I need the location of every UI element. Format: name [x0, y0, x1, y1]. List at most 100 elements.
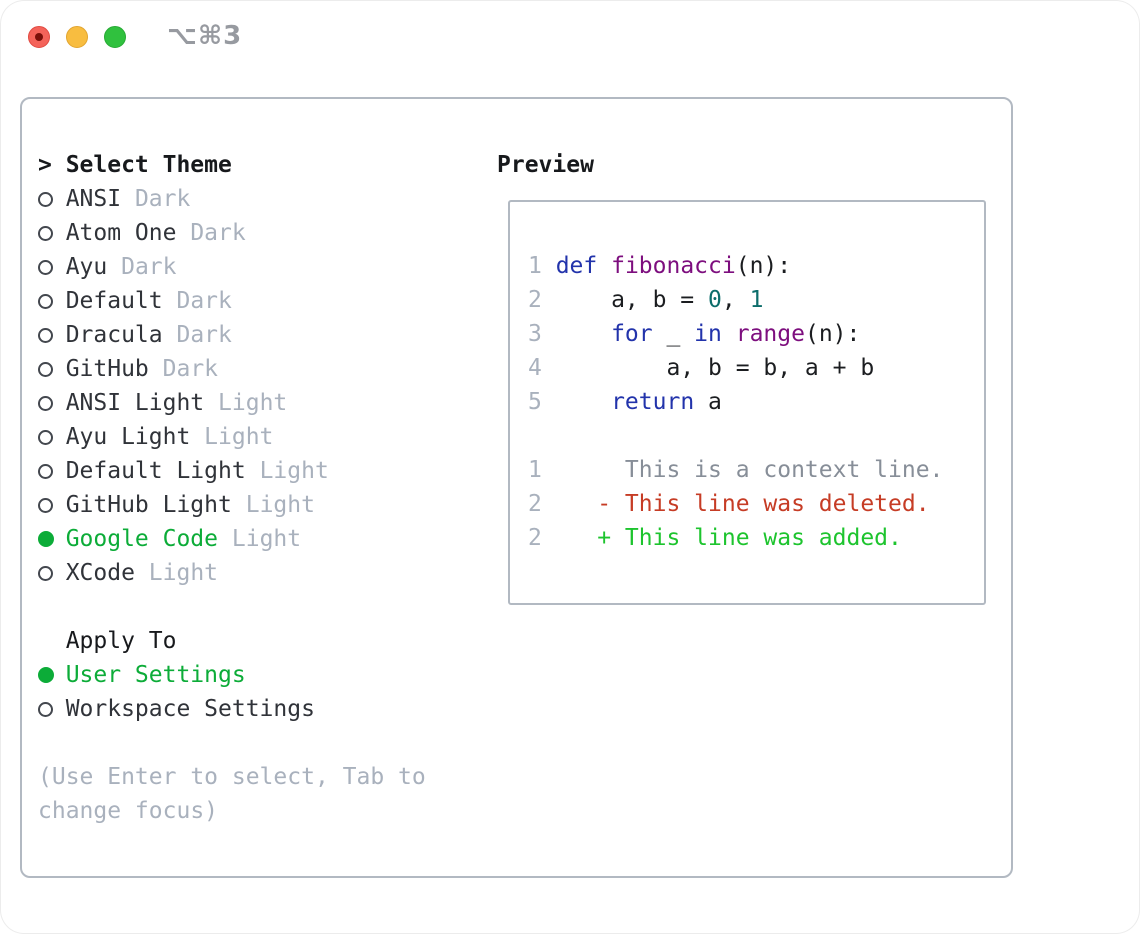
diff-text: This line was added.: [624, 525, 902, 551]
titlebar: ⌥⌘3: [0, 0, 1140, 78]
code-token: in: [694, 321, 722, 347]
radio-icon: [38, 328, 53, 343]
diff-marker: [597, 453, 625, 487]
theme-item-name: Ayu: [65, 254, 108, 280]
theme-item-ayu[interactable]: Ayu Dark: [38, 250, 480, 284]
theme-item-dracula[interactable]: Dracula Dark: [38, 318, 480, 352]
theme-item-variant: Light: [245, 492, 315, 518]
apply-option-name: Workspace Settings: [65, 696, 315, 722]
theme-item-name: Dracula: [65, 322, 163, 348]
apply-to-header: Apply To: [38, 624, 480, 658]
theme-item-github-light[interactable]: GitHub Light Light: [38, 488, 480, 522]
radio-icon: [38, 192, 53, 207]
spacer: [38, 726, 480, 760]
main-panel: > Select Theme ANSI Dark Atom One Dark Ayu …: [20, 97, 1013, 878]
line-number: 1: [528, 457, 542, 483]
code-token: [597, 253, 611, 279]
code-token: return: [611, 389, 695, 415]
spacer: [38, 590, 480, 624]
diff-text: This line was deleted.: [624, 491, 930, 517]
code-token: a, b = b, a + b: [555, 355, 875, 381]
select-theme-header: > Select Theme: [38, 148, 480, 182]
theme-item-default[interactable]: Default Dark: [38, 284, 480, 318]
close-button[interactable]: [28, 26, 50, 48]
radio-icon: [38, 294, 53, 309]
cursor-icon: >: [38, 152, 52, 178]
code-token: a: [694, 389, 722, 415]
theme-item-name: Atom One: [65, 220, 177, 246]
apply-to-list: User Settings Workspace Settings: [38, 658, 480, 726]
theme-item-variant: Dark: [176, 322, 232, 348]
code-token: fibonacci: [611, 253, 736, 279]
radio-icon: [38, 430, 53, 445]
code-line: 1 def fibonacci(n):: [528, 249, 984, 283]
code-token: (n):: [804, 321, 861, 347]
theme-item-name: ANSI: [65, 186, 122, 212]
theme-item-default-light[interactable]: Default Light Light: [38, 454, 480, 488]
apply-option-workspace-settings[interactable]: Workspace Settings: [38, 692, 480, 726]
radio-icon: [38, 566, 53, 581]
radio-icon: [38, 260, 53, 275]
radio-icon: [38, 226, 53, 241]
diff-marker: -: [597, 491, 625, 517]
code-token: _: [652, 321, 695, 347]
theme-item-variant: Dark: [190, 220, 246, 246]
line-number: 4: [528, 355, 542, 381]
window-title: ⌥⌘3: [167, 21, 243, 51]
radio-icon: [38, 702, 53, 717]
theme-item-atom-one[interactable]: Atom One Dark: [38, 216, 480, 250]
minimize-button[interactable]: [66, 26, 88, 48]
code-line: 2 a, b = 0, 1: [528, 283, 984, 317]
apply-to-label: Apply To: [65, 628, 177, 654]
code-line: 3 for _ in range(n):: [528, 317, 984, 351]
theme-item-variant: Light: [148, 560, 219, 586]
code-token: (n):: [735, 253, 792, 279]
code-token: ,: [721, 287, 750, 313]
diff-marker: +: [597, 525, 625, 551]
code-token: 0: [708, 287, 722, 313]
preview-title: Preview: [497, 152, 594, 178]
theme-item-ayu-light[interactable]: Ayu Light Light: [38, 420, 480, 454]
theme-item-name: ANSI Light: [65, 390, 205, 416]
theme-item-variant: Dark: [176, 288, 232, 314]
line-number: 5: [528, 389, 542, 415]
theme-item-name: GitHub: [65, 356, 149, 382]
diff-preview: 1 This is a context line. 2 - This line wa…: [528, 453, 984, 555]
theme-item-xcode[interactable]: XCode Light: [38, 556, 480, 590]
code-token: for: [611, 321, 653, 347]
code-token: a, b =: [555, 287, 709, 313]
selected-radio-icon: [38, 667, 54, 683]
code-line: 5 return a: [528, 385, 984, 419]
diff-line-context: 1 This is a context line.: [528, 453, 984, 487]
radio-icon: [38, 396, 53, 411]
theme-item-google-code[interactable]: Google Code Light: [38, 522, 480, 556]
theme-item-name: GitHub Light: [65, 492, 232, 518]
apply-option-user-settings[interactable]: User Settings: [38, 658, 480, 692]
theme-item-github[interactable]: GitHub Dark: [38, 352, 480, 386]
radio-icon: [38, 498, 53, 513]
theme-list: ANSI Dark Atom One Dark Ayu Dark Default Da…: [38, 182, 480, 590]
zoom-button[interactable]: [104, 26, 126, 48]
line-number: 2: [528, 491, 542, 517]
spacer: [528, 419, 984, 453]
apply-option-name: User Settings: [65, 662, 246, 688]
theme-item-ansi[interactable]: ANSI Dark: [38, 182, 480, 216]
code-token: [556, 389, 611, 415]
theme-item-variant: Dark: [162, 356, 219, 382]
theme-item-variant: Light: [218, 390, 288, 416]
code-token: range: [735, 321, 805, 347]
theme-item-ansi-light[interactable]: ANSI Light Light: [38, 386, 480, 420]
theme-item-name: Default: [65, 288, 163, 314]
code-token: [722, 321, 736, 347]
hint-text: (Use Enter to select, Tab to change focu…: [38, 764, 426, 824]
theme-item-name: Default Light: [65, 458, 246, 484]
modified-dot-icon: [35, 33, 43, 41]
theme-item-name: Google Code: [65, 526, 219, 552]
diff-line-added: 2 + This line was added.: [528, 521, 984, 555]
theme-item-variant: Light: [259, 458, 329, 484]
theme-item-name: XCode: [65, 560, 135, 586]
theme-item-variant: Light: [204, 424, 274, 450]
line-number: 2: [528, 287, 542, 313]
